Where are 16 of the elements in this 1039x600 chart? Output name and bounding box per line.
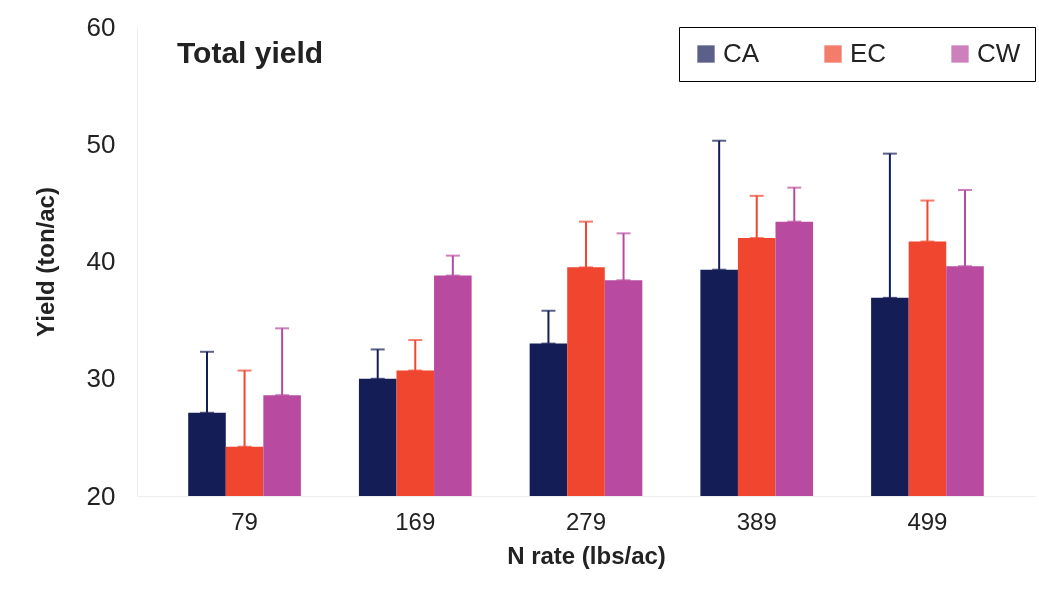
x-tick-label: 169: [395, 507, 436, 535]
legend-label: EC: [850, 38, 887, 68]
x-tick-label: 499: [907, 507, 948, 535]
x-tick-label: 389: [736, 507, 777, 535]
y-tick-label: 40: [86, 246, 116, 276]
x-tick-label: 79: [231, 507, 258, 535]
y-tick-label: 60: [86, 11, 116, 42]
y-tick-label: 50: [86, 128, 116, 159]
chart-title: Total yield: [177, 36, 324, 69]
y-tick-label: 30: [86, 363, 116, 394]
x-tick-label: 279: [565, 507, 607, 535]
legend-label: CA: [723, 38, 760, 68]
legend-label: CW: [977, 38, 1021, 68]
y-tick-label: 20: [86, 480, 116, 511]
x-axis-title: N rate (lbs/ac): [507, 541, 666, 569]
y-axis-title: Yield (ton/ac): [31, 187, 59, 337]
